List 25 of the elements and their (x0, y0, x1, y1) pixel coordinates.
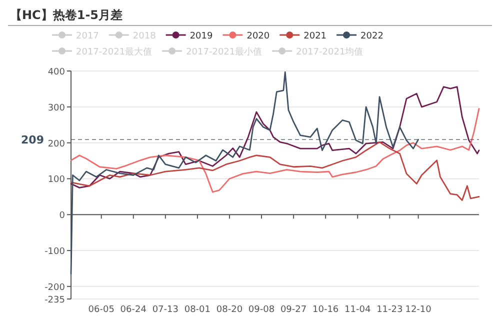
legend-label: 2021 (304, 32, 327, 42)
y-tick-label: -100 (44, 247, 66, 258)
y-tick-label: 300 (48, 103, 66, 114)
y-tick-label: 0 (59, 211, 66, 222)
y-tick-label: 400 (48, 68, 66, 78)
x-tick-label: 10-16 (312, 305, 339, 315)
x-tick-label: 08-01 (184, 305, 211, 315)
chart-title: 【HC】热卷1-5月差 (10, 8, 123, 22)
x-tick-label: 09-27 (280, 305, 307, 315)
x-tick-label: 09-08 (248, 305, 275, 315)
x-tick-label: 06-24 (120, 305, 147, 315)
y-tick-label: 200 (48, 139, 66, 150)
x-tick-label: 11-23 (376, 305, 403, 315)
x-tick-label: 07-13 (152, 305, 178, 315)
x-tick-label: 11-04 (344, 305, 371, 315)
legend-label: 2020 (246, 32, 270, 42)
x-tick-label: 12-10 (405, 305, 432, 315)
y-tick-label: -235 (44, 296, 65, 306)
x-tick-label: 06-05 (88, 305, 114, 315)
legend-label: 2022 (360, 32, 384, 42)
legend-label: 2019 (190, 32, 213, 42)
x-tick-label: 08-20 (216, 305, 243, 315)
ref-line-label: 209 (21, 134, 44, 147)
y-tick-label: 100 (48, 175, 66, 186)
y-tick-label: -200 (44, 282, 66, 293)
